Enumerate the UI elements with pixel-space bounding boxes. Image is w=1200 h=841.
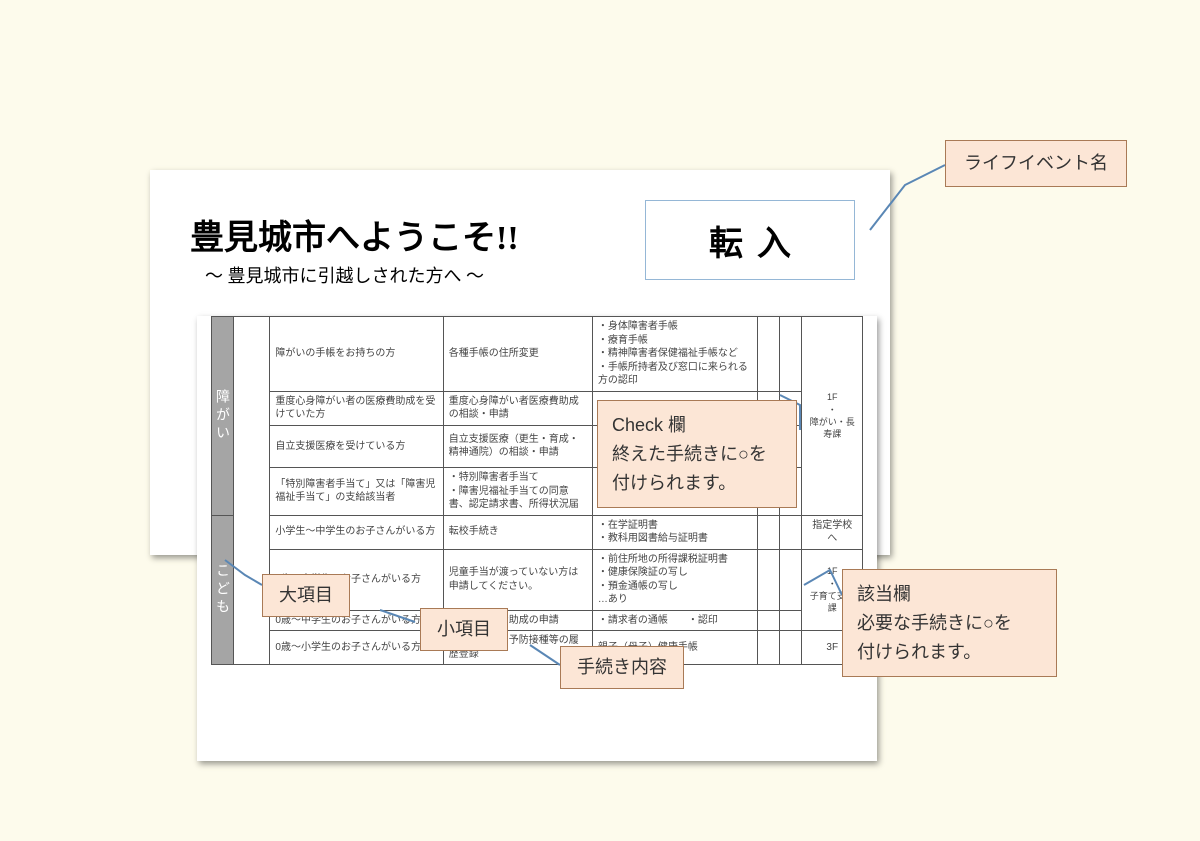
row-target: 「特別障害者手当て」又は「障害児福祉手当て」の支給該当者 (270, 468, 443, 516)
location-cell: 1F ・ 障がい・長寿課 (802, 317, 863, 516)
doc-subtitle: ～ 豊見城市に引越しされた方へ ～ (205, 262, 484, 288)
check-cell[interactable] (758, 317, 780, 392)
row-proc: ・特別障害者手当て ・障害児福祉手当ての同意書、認定請求書、所得状況届 (443, 468, 592, 516)
category-disability: 障がい (212, 317, 234, 516)
row-docs: ・身体障害者手帳 ・療育手帳 ・精神障害者保健福祉手帳など ・手帳所持者及び窓口… (592, 317, 757, 392)
callout-small-item: 小項目 (420, 608, 508, 651)
row-target: 小学生～中学生のお子さんがいる方 (270, 515, 443, 549)
callout-applicable-l2: 付けられます。 (857, 638, 1042, 667)
row-target: 障がいの手帳をお持ちの方 (270, 317, 443, 392)
check-cell[interactable] (758, 549, 780, 610)
callout-large-item: 大項目 (262, 574, 350, 617)
callout-applicable-l1: 必要な手続きに○を (857, 609, 1042, 638)
callout-applicable-title: 該当欄 (857, 580, 1042, 609)
document-table-card: 障がい 障がいの手帳をお持ちの方 各種手帳の住所変更 ・身体障害者手帳 ・療育手… (197, 316, 877, 761)
check-cell[interactable] (758, 631, 780, 665)
callout-check-l1: 終えた手続きに○を (612, 440, 782, 469)
row-proc: 重度心身障がい者医療費助成の相談・申請 (443, 391, 592, 425)
applicable-cell[interactable] (780, 631, 802, 665)
row-target: 自立支援医療を受けている方 (270, 425, 443, 468)
callout-check-title: Check 欄 (612, 411, 782, 440)
check-cell[interactable] (758, 610, 780, 631)
location-cell: 指定学校へ (802, 515, 863, 549)
row-proc: 自立支援医療（更生・育成・精神通院）の相談・申請 (443, 425, 592, 468)
row-proc: 児童手当が渡っていない方は申請してください。 (443, 549, 592, 610)
callout-life-event: ライフイベント名 (945, 140, 1127, 187)
category-children: こども (212, 515, 234, 665)
row-docs: ・請求者の通帳 ・認印 (592, 610, 757, 631)
callout-check: Check 欄 終えた手続きに○を 付けられます。 (597, 400, 797, 508)
row-proc: 転校手続き (443, 515, 592, 549)
check-cell[interactable] (758, 515, 780, 549)
row-docs: ・前住所地の所得課税証明書 ・健康保険証の写し ・預金通帳の写し …あり (592, 549, 757, 610)
row-docs: ・在学証明書 ・教科用図書給与証明書 (592, 515, 757, 549)
applicable-cell[interactable] (780, 317, 802, 392)
row-proc: 各種手帳の住所変更 (443, 317, 592, 392)
applicable-cell[interactable] (780, 515, 802, 549)
row-target: 0歳～小学生のお子さんがいる方 (270, 631, 443, 665)
row-target: 重度心身障がい者の医療費助成を受けていた方 (270, 391, 443, 425)
callout-check-l2: 付けられます。 (612, 469, 782, 498)
life-event-box: 転入 (645, 200, 855, 280)
callout-procedure: 手続き内容 (560, 646, 684, 689)
callout-applicable: 該当欄 必要な手続きに○を 付けられます。 (842, 569, 1057, 677)
applicable-cell[interactable] (780, 549, 802, 610)
applicable-cell[interactable] (780, 610, 802, 631)
doc-title: 豊見城市へようこそ!! (190, 210, 519, 259)
